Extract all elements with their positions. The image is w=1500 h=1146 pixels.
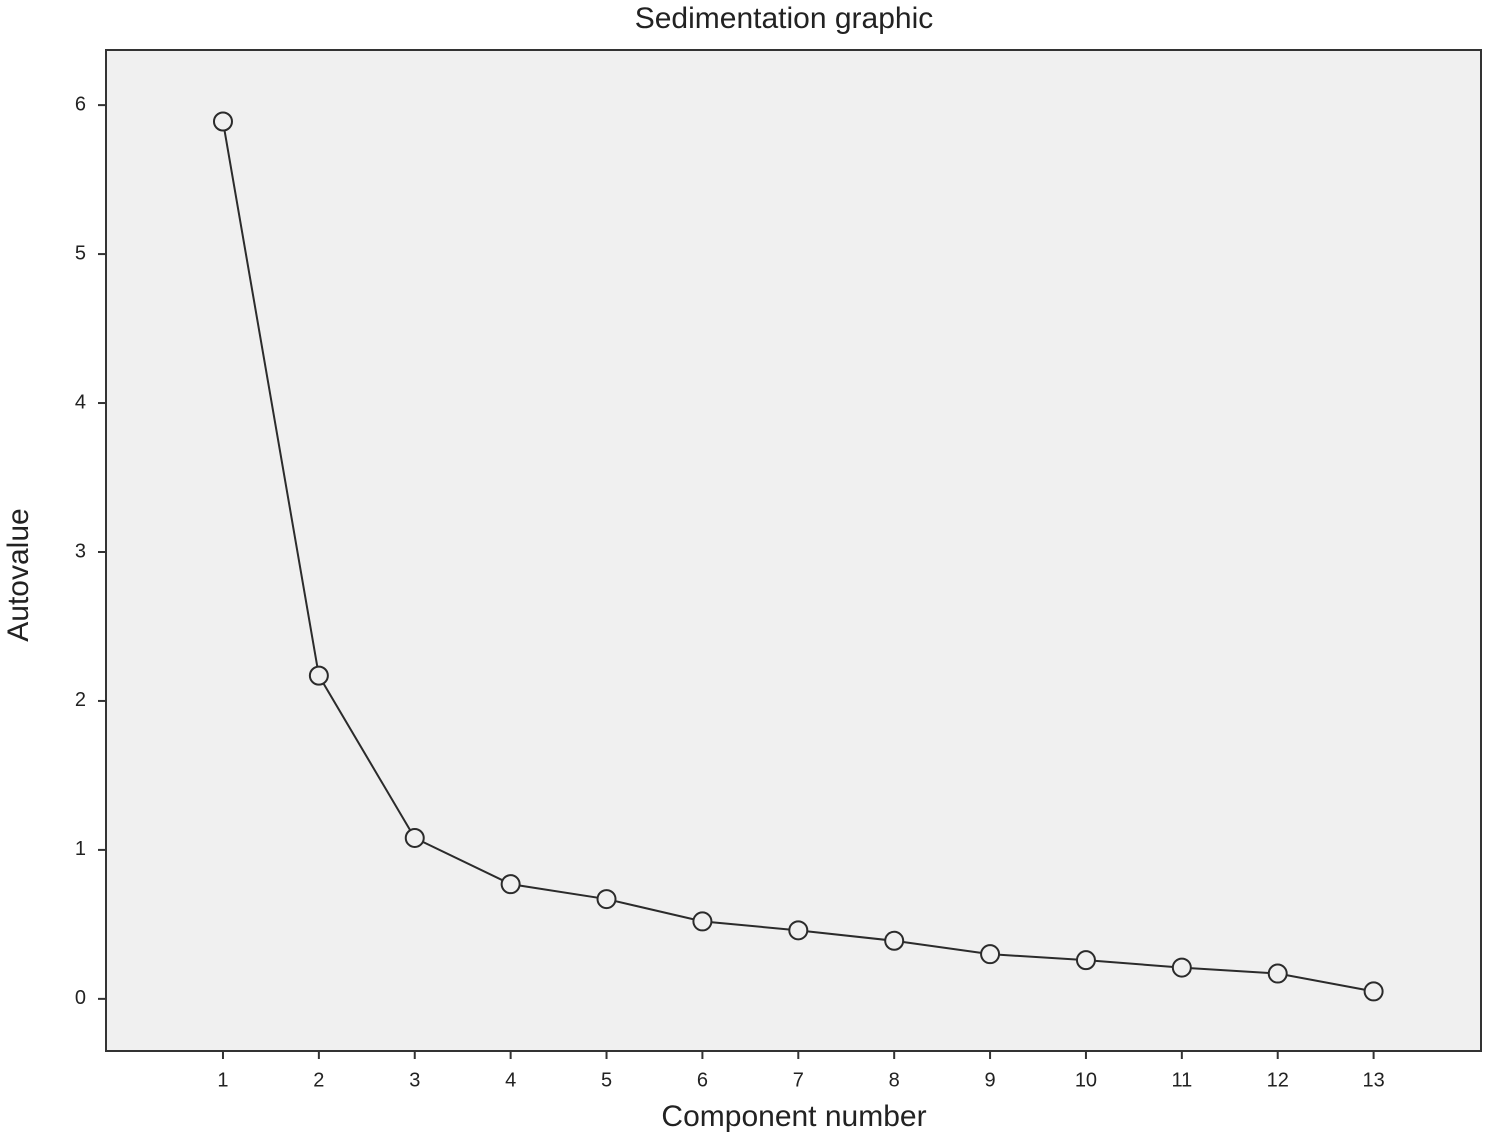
point-marker (308, 665, 329, 686)
x-axis-label: Component number (661, 1100, 926, 1133)
point-marker (1363, 981, 1384, 1002)
point-marker (980, 944, 1001, 965)
plot-area (105, 49, 1482, 1052)
chart-title: Sedimentation graphic (635, 2, 934, 35)
x-tick-label: 6 (697, 1069, 708, 1091)
point-marker (1171, 957, 1192, 978)
point-marker (212, 111, 233, 132)
y-tick-label: 2 (75, 689, 86, 711)
point-marker (596, 889, 617, 910)
x-tick-label: 10 (1075, 1069, 1097, 1091)
y-tick-label: 3 (75, 540, 86, 562)
x-tick-label: 7 (793, 1069, 804, 1091)
point-marker (404, 827, 425, 848)
point-marker (884, 930, 905, 951)
x-tick-label: 12 (1267, 1069, 1289, 1091)
y-axis-label: Autovalue (2, 508, 35, 641)
x-tick-label: 5 (601, 1069, 612, 1091)
x-tick-label: 11 (1171, 1069, 1192, 1091)
y-tick-label: 5 (75, 242, 86, 264)
point-marker (500, 874, 521, 895)
x-tick-label: 4 (505, 1069, 516, 1091)
point-marker (788, 920, 809, 941)
point-marker (1267, 963, 1288, 984)
x-tick-label: 2 (313, 1069, 324, 1091)
point-marker (1075, 950, 1096, 971)
y-tick-label: 6 (75, 93, 86, 115)
x-tick-label: 3 (409, 1069, 420, 1091)
x-tick-label: 13 (1362, 1069, 1384, 1091)
y-tick-label: 4 (75, 391, 86, 413)
x-tick-label: 8 (889, 1069, 900, 1091)
y-tick-label: 0 (75, 987, 86, 1009)
x-tick-label: 1 (217, 1069, 228, 1091)
x-tick-label: 9 (985, 1069, 996, 1091)
point-marker (692, 911, 713, 932)
y-tick-label: 1 (75, 838, 86, 860)
